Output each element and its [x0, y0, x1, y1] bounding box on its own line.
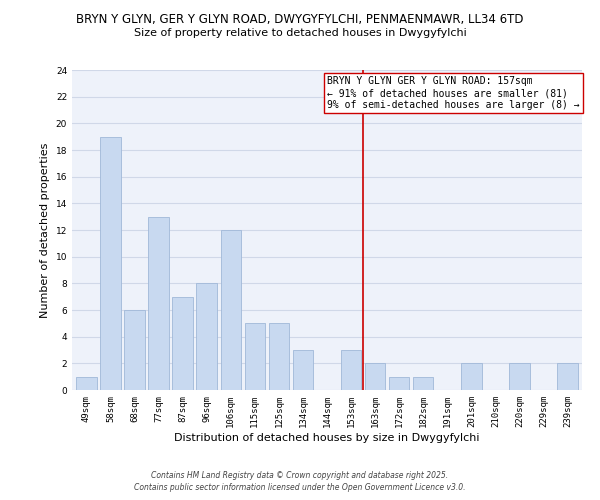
Bar: [365, 364, 385, 390]
Bar: [172, 296, 193, 390]
Bar: [293, 350, 313, 390]
Text: BRYN Y GLYN, GER Y GLYN ROAD, DWYGYFYLCHI, PENMAENMAWR, LL34 6TD: BRYN Y GLYN, GER Y GLYN ROAD, DWYGYFYLCH…: [76, 12, 524, 26]
Bar: [389, 376, 409, 390]
Bar: [413, 376, 433, 390]
Bar: [461, 364, 482, 390]
Bar: [341, 350, 361, 390]
Text: Size of property relative to detached houses in Dwygyfylchi: Size of property relative to detached ho…: [134, 28, 466, 38]
Bar: [557, 364, 578, 390]
Bar: [509, 364, 530, 390]
Text: Contains HM Land Registry data © Crown copyright and database right 2025.: Contains HM Land Registry data © Crown c…: [151, 471, 449, 480]
Bar: [124, 310, 145, 390]
Bar: [221, 230, 241, 390]
Bar: [100, 136, 121, 390]
Bar: [148, 216, 169, 390]
Text: Contains public sector information licensed under the Open Government Licence v3: Contains public sector information licen…: [134, 484, 466, 492]
X-axis label: Distribution of detached houses by size in Dwygyfylchi: Distribution of detached houses by size …: [174, 432, 480, 442]
Text: BRYN Y GLYN GER Y GLYN ROAD: 157sqm
← 91% of detached houses are smaller (81)
9%: BRYN Y GLYN GER Y GLYN ROAD: 157sqm ← 91…: [327, 76, 580, 110]
Bar: [76, 376, 97, 390]
Bar: [245, 324, 265, 390]
Bar: [196, 284, 217, 390]
Y-axis label: Number of detached properties: Number of detached properties: [40, 142, 50, 318]
Bar: [269, 324, 289, 390]
